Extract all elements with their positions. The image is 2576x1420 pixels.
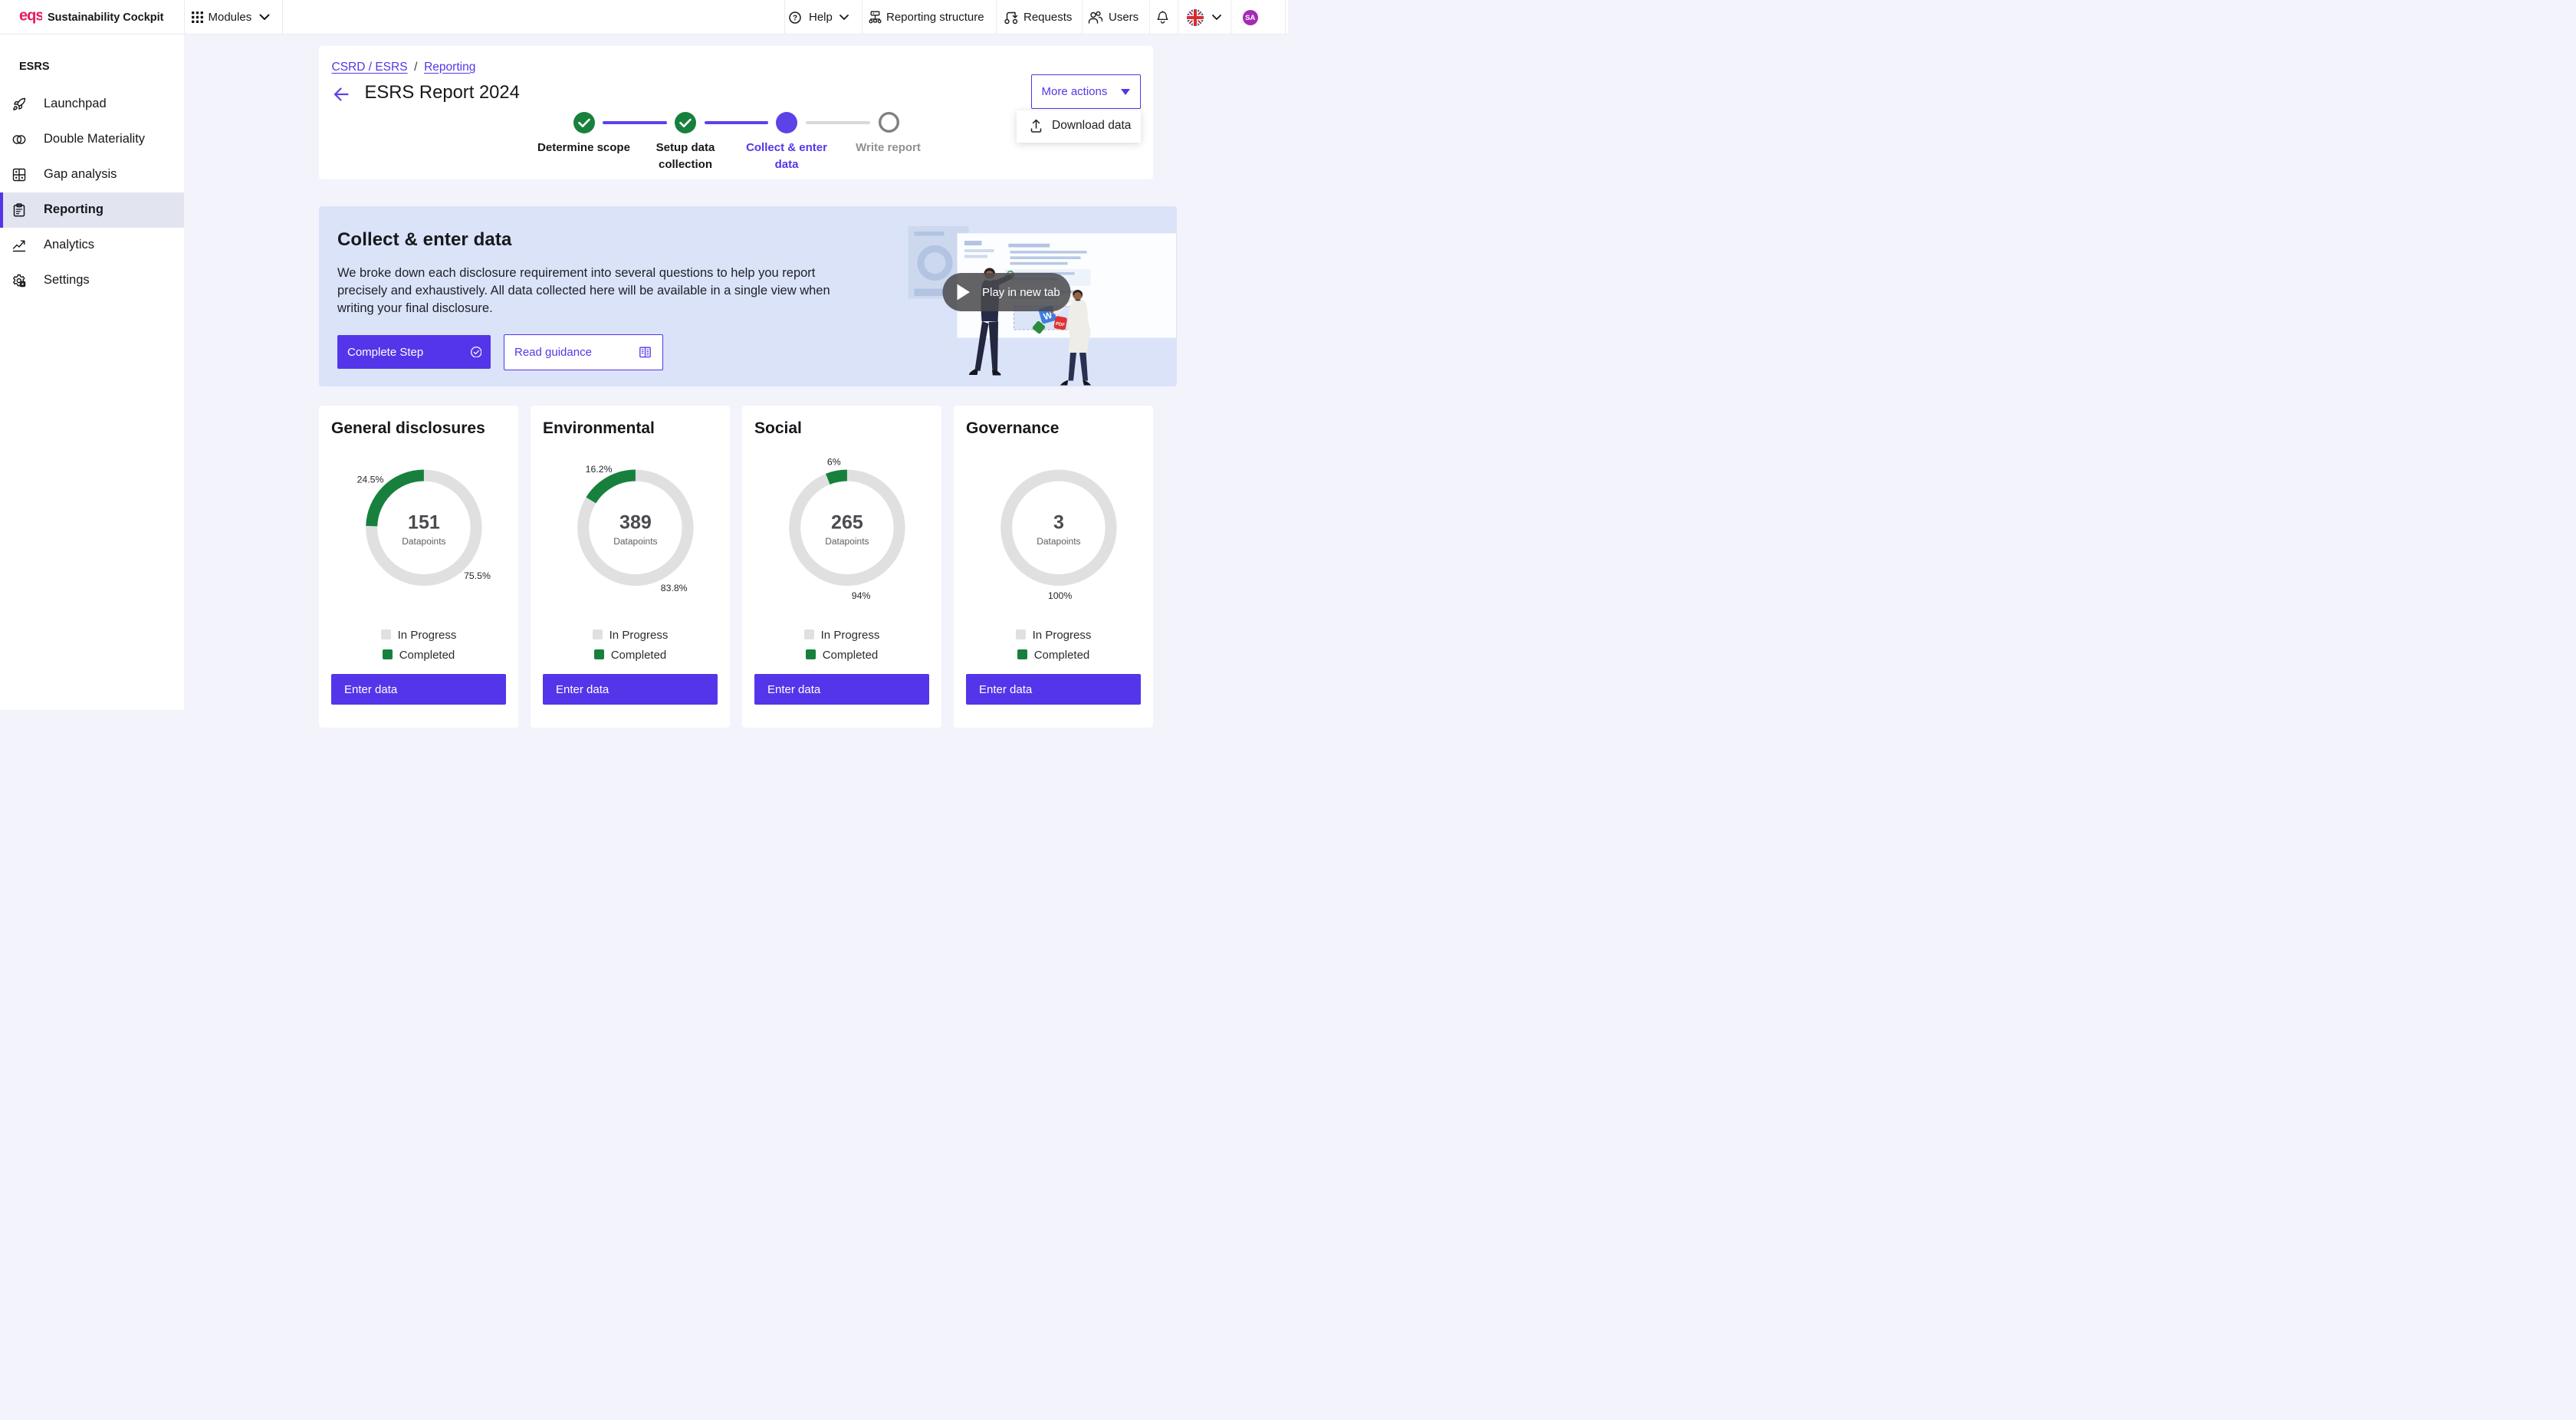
svg-text:100%: 100% <box>1048 590 1072 600</box>
svg-text:eqs: eqs <box>19 8 42 25</box>
svg-text:24.5%: 24.5% <box>357 474 384 485</box>
svg-text:94%: 94% <box>852 590 871 600</box>
svg-text:Datapoints: Datapoints <box>825 535 869 546</box>
svg-text:265: 265 <box>831 511 863 533</box>
svg-text:Datapoints: Datapoints <box>613 535 657 546</box>
svg-text:75.5%: 75.5% <box>464 570 491 580</box>
svg-text:151: 151 <box>408 511 440 533</box>
svg-text:Play in new tab: Play in new tab <box>982 286 1060 299</box>
svg-text:3: 3 <box>1053 511 1064 533</box>
svg-text:Datapoints: Datapoints <box>1037 535 1080 546</box>
svg-text:83.8%: 83.8% <box>661 583 688 593</box>
svg-text:6%: 6% <box>827 456 841 467</box>
svg-text:Datapoints: Datapoints <box>402 535 445 546</box>
svg-text:?: ? <box>793 14 797 22</box>
svg-text:16.2%: 16.2% <box>586 464 613 475</box>
svg-text:389: 389 <box>619 511 652 533</box>
svg-text:PDF: PDF <box>1055 322 1065 328</box>
